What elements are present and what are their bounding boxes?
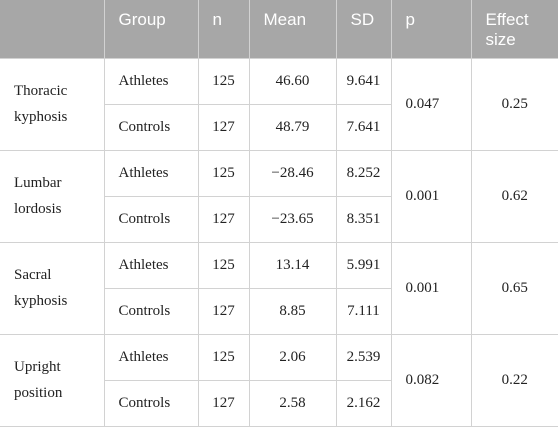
- sd-cell: 8.252: [335, 149, 392, 197]
- n-cell: 127: [197, 195, 250, 243]
- mean-cell: 13.14: [248, 241, 337, 289]
- header-group: Group: [103, 0, 198, 58]
- n-cell: 125: [197, 333, 250, 381]
- header-effect-size: Effect size: [470, 0, 558, 58]
- p-cell: 0.047: [390, 57, 472, 151]
- table-row: Sacral kyphosis Athletes 125 13.14 5.991…: [0, 241, 558, 335]
- group-cell: Athletes: [103, 333, 199, 381]
- header-row: Group n Mean SD p Effect size: [0, 0, 558, 58]
- group-cell: Controls: [103, 195, 199, 243]
- effect-size-cell: 0.25: [470, 57, 558, 151]
- group-cell: Controls: [103, 103, 199, 151]
- p-cell: 0.082: [390, 333, 472, 427]
- sd-cell: 7.111: [335, 287, 392, 335]
- group-cell: Athletes: [103, 149, 199, 197]
- table-row: Controls 127 2.58 2.162: [0, 379, 558, 427]
- p-cell: 0.001: [390, 149, 472, 243]
- sd-cell: 5.991: [335, 241, 392, 289]
- results-table: Group n Mean SD p Effect size Thoracic k…: [0, 0, 558, 427]
- header-mean: Mean: [248, 0, 336, 58]
- n-cell: 127: [197, 103, 250, 151]
- table-row: Controls 127 −23.65 8.351: [0, 195, 558, 243]
- n-cell: 125: [197, 149, 250, 197]
- table-row: Upright position Athletes 125 2.06 2.539…: [0, 333, 558, 427]
- table-row: Controls 127 48.79 7.641: [0, 103, 558, 151]
- row-label: Lumbar lordosis: [0, 149, 105, 243]
- sd-cell: 8.351: [335, 195, 392, 243]
- table-row: Lumbar lordosis Athletes 125 −28.46 8.25…: [0, 149, 558, 243]
- sd-cell: 2.539: [335, 333, 392, 381]
- mean-cell: 8.85: [248, 287, 337, 335]
- mean-cell: 48.79: [248, 103, 337, 151]
- header-p: p: [390, 0, 471, 58]
- row-label: Upright position: [0, 333, 105, 427]
- mean-cell: 2.06: [248, 333, 337, 381]
- effect-size-cell: 0.65: [470, 241, 558, 335]
- effect-size-cell: 0.62: [470, 149, 558, 243]
- sd-cell: 7.641: [335, 103, 392, 151]
- n-cell: 125: [197, 241, 250, 289]
- n-cell: 127: [197, 379, 250, 427]
- group-cell: Controls: [103, 287, 199, 335]
- row-label: Thoracic kyphosis: [0, 57, 105, 151]
- header-n: n: [197, 0, 249, 58]
- row-label: Sacral kyphosis: [0, 241, 105, 335]
- n-cell: 127: [197, 287, 250, 335]
- group-cell: Athletes: [103, 241, 199, 289]
- mean-cell: 2.58: [248, 379, 337, 427]
- mean-cell: −28.46: [248, 149, 337, 197]
- table-row: Controls 127 8.85 7.111: [0, 287, 558, 335]
- group-cell: Athletes: [103, 57, 199, 105]
- mean-cell: −23.65: [248, 195, 337, 243]
- effect-size-cell: 0.22: [470, 333, 558, 427]
- sd-cell: 2.162: [335, 379, 392, 427]
- sd-cell: 9.641: [335, 57, 392, 105]
- header-sd: SD: [335, 0, 391, 58]
- header-param: [0, 0, 104, 58]
- p-cell: 0.001: [390, 241, 472, 335]
- table-row: Thoracic kyphosis Athletes 125 46.60 9.6…: [0, 57, 558, 151]
- n-cell: 125: [197, 57, 250, 105]
- group-cell: Controls: [103, 379, 199, 427]
- mean-cell: 46.60: [248, 57, 337, 105]
